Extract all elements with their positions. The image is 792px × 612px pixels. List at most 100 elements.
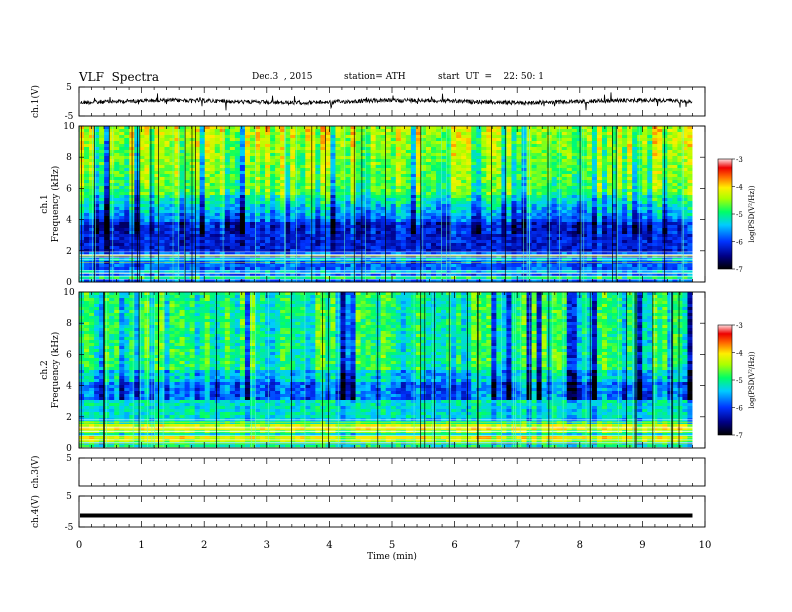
spectrogram-cell	[184, 165, 191, 169]
spectrogram-cell	[380, 231, 387, 235]
spectrogram-cell	[114, 180, 120, 184]
spectrogram-cell	[204, 168, 211, 172]
spectrogram-cell	[255, 168, 261, 172]
spectrogram-cell	[466, 174, 472, 178]
spectrogram-cell	[677, 195, 683, 199]
spectrogram-cell	[471, 141, 477, 145]
spectrogram-cell	[441, 237, 447, 241]
spectrogram-cell	[647, 150, 653, 154]
spectrogram-cell	[612, 240, 618, 244]
spectrogram-cell	[566, 243, 573, 247]
spectrogram-cell	[561, 216, 568, 220]
spectrogram-cell	[612, 135, 618, 139]
spectrogram-cell	[84, 129, 90, 133]
spectrogram-cell	[260, 171, 266, 175]
spectrogram-cell	[662, 132, 668, 136]
spectrogram-cell	[174, 132, 180, 136]
spectrogram-cell	[551, 162, 558, 166]
spectrogram-cell	[260, 159, 266, 163]
spectrogram-cell	[551, 234, 558, 238]
spectrogram-cell	[199, 162, 206, 166]
spectrogram-cell	[350, 243, 356, 247]
spectrogram-cell	[511, 174, 517, 178]
spectrogram-cell	[456, 210, 462, 214]
spectrogram-cell	[672, 159, 678, 163]
spectrogram-cell	[199, 222, 206, 226]
spectrogram-cell	[360, 192, 367, 196]
spectrogram-cell	[551, 135, 558, 139]
spectrogram-cell	[330, 210, 336, 214]
spectrogram-cell	[305, 243, 311, 247]
spectrogram-cell	[214, 231, 221, 235]
spectrogram-cell	[420, 141, 427, 145]
spectrogram-cell	[114, 186, 120, 190]
spectrogram-cell	[521, 192, 527, 196]
spectrogram-cell	[576, 192, 583, 196]
spectrogram-cell	[596, 135, 603, 139]
spectrogram-cell	[310, 204, 316, 208]
spectrogram-cell	[134, 144, 140, 148]
spectrogram-cell	[521, 156, 527, 160]
spectrogram-cell	[209, 174, 216, 178]
spectrogram-cell	[486, 141, 492, 145]
spectrogram-cell	[652, 219, 658, 223]
spectrogram-cell	[400, 219, 407, 223]
spectrogram-cell	[325, 165, 331, 169]
spectrogram-cell	[355, 195, 361, 199]
spectrogram-cell	[315, 243, 321, 247]
spectrogram-cell	[410, 243, 417, 247]
spectrogram-cell	[601, 141, 608, 145]
spectrogram-cell	[436, 132, 442, 136]
spectrogram-cell	[395, 237, 402, 241]
spectrogram-cell	[581, 126, 588, 130]
spectrogram-cell	[541, 165, 548, 169]
spectrogram-cell	[632, 138, 638, 142]
spectrogram-cell	[114, 138, 120, 142]
spectrogram-cell	[612, 156, 618, 160]
spectrogram-cell	[456, 135, 462, 139]
spectrogram-cell	[496, 183, 502, 187]
spectrogram-cell	[607, 180, 613, 184]
spectrogram-cell	[300, 222, 306, 226]
spectrogram-cell	[295, 198, 301, 202]
spectrogram-cell	[566, 186, 573, 190]
spectrogram-cell	[677, 141, 683, 145]
spectrogram-cell	[305, 174, 311, 178]
spectrogram-cell	[647, 213, 653, 217]
spectrogram-cell	[461, 144, 467, 148]
spectrogram-cell	[355, 219, 361, 223]
spectrogram-cell	[531, 126, 537, 130]
spectrogram-cell	[576, 180, 583, 184]
spectrogram-cell	[601, 186, 608, 190]
spectrogram-cell	[481, 207, 487, 211]
spectrogram-cell	[209, 138, 216, 142]
spectrogram-cell	[104, 243, 110, 247]
spectrogram-cell	[687, 183, 693, 187]
spectrogram-cell	[657, 153, 663, 157]
spectrogram-cell	[149, 159, 155, 163]
spectrogram-cell	[581, 210, 588, 214]
spectrogram-cell	[285, 216, 291, 220]
spectrogram-cell	[576, 240, 583, 244]
spectrogram-cell	[531, 159, 537, 163]
spectrogram-cell	[647, 237, 653, 241]
spectrogram-cell	[355, 222, 361, 226]
spectrogram-cell	[300, 201, 306, 205]
spectrogram-cell	[617, 234, 623, 238]
spectrogram-cell	[305, 183, 311, 187]
spectrogram-cell	[672, 210, 678, 214]
spectrogram-cell	[260, 207, 266, 211]
spectrogram-cell	[335, 129, 341, 133]
spectrogram-cell	[99, 210, 105, 214]
spectrogram-cell	[109, 141, 115, 145]
spectrogram-cell	[94, 135, 100, 139]
spectrogram-cell	[330, 168, 336, 172]
spectrogram-cell	[209, 159, 216, 163]
spectrogram-cell	[345, 144, 351, 148]
spectrogram-cell	[516, 210, 522, 214]
spectrogram-cell	[491, 213, 497, 217]
spectrogram-cell	[596, 177, 603, 181]
spectrogram-cell	[249, 183, 256, 187]
spectrogram-cell	[461, 231, 467, 235]
spectrogram-cell	[260, 147, 266, 151]
